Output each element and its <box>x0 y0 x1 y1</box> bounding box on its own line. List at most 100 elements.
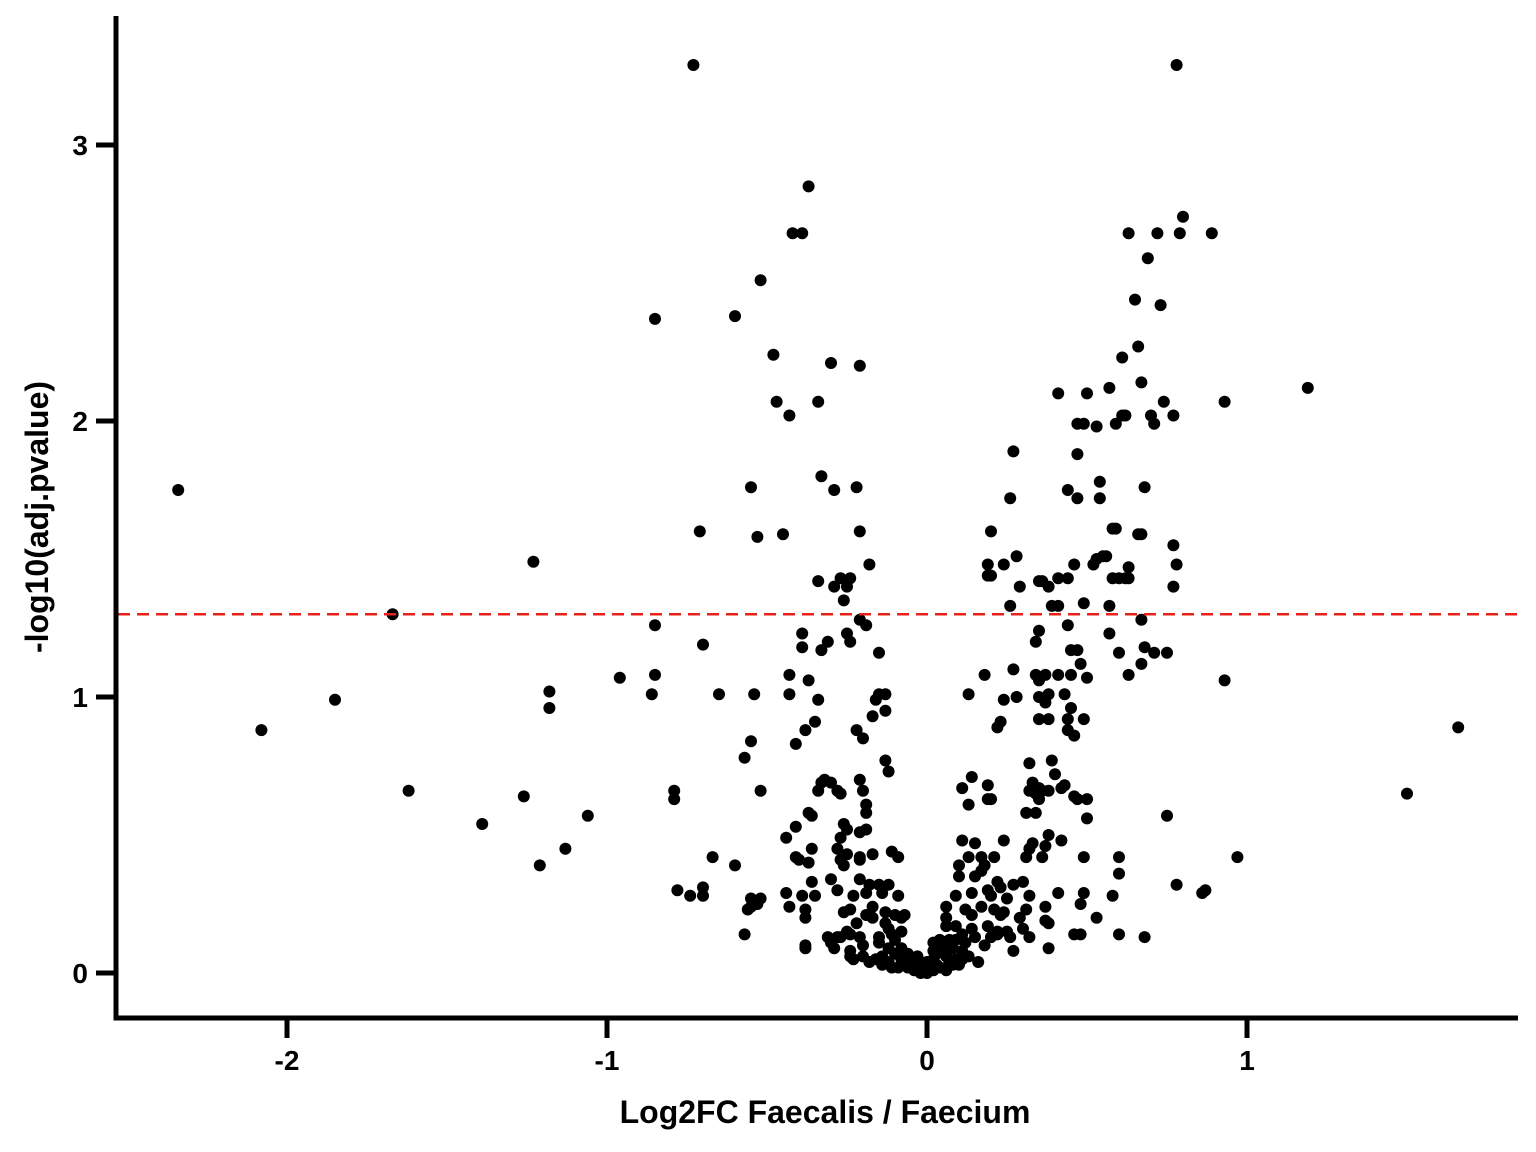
data-point <box>812 784 825 797</box>
data-point <box>1135 376 1148 389</box>
data-point <box>863 956 876 968</box>
data-point <box>1113 928 1125 941</box>
data-point <box>985 889 997 902</box>
data-point <box>1122 561 1135 574</box>
data-point <box>857 732 869 745</box>
data-point <box>1122 572 1135 585</box>
x-axis-ticks: -2 -1 0 1 <box>275 1018 1255 1076</box>
data-point <box>1029 806 1042 819</box>
data-point <box>1103 627 1116 640</box>
data-point <box>649 668 661 681</box>
data-point <box>1087 558 1100 571</box>
data-point <box>697 889 709 902</box>
data-point <box>853 359 866 372</box>
data-point <box>533 859 546 872</box>
data-point <box>1113 867 1125 880</box>
data-point <box>997 693 1010 706</box>
data-point <box>844 635 857 648</box>
data-point <box>876 958 889 971</box>
data-point <box>745 481 757 494</box>
data-point <box>706 851 719 864</box>
data-point <box>1081 387 1093 400</box>
data-point <box>981 779 994 792</box>
data-point <box>329 693 341 706</box>
data-point <box>834 572 847 585</box>
data-point <box>1074 898 1087 910</box>
data-point <box>953 958 965 971</box>
data-point <box>754 274 767 287</box>
data-point <box>978 668 991 681</box>
data-point <box>1052 572 1065 585</box>
data-point <box>1077 851 1090 864</box>
data-point <box>1138 641 1151 654</box>
data-point <box>649 312 661 325</box>
data-point <box>828 942 841 955</box>
data-point <box>857 939 869 952</box>
data-point <box>962 950 975 963</box>
data-point <box>815 470 828 483</box>
data-point <box>1081 793 1093 806</box>
data-point <box>697 638 709 651</box>
data-point <box>853 525 866 538</box>
data-point <box>613 671 626 684</box>
data-point <box>946 942 959 955</box>
x-tick-label: -1 <box>595 1045 620 1076</box>
data-point <box>956 782 969 795</box>
data-point <box>812 395 825 408</box>
data-point <box>1004 492 1017 505</box>
data-point <box>985 525 997 538</box>
data-point <box>809 715 821 728</box>
data-point <box>876 887 889 899</box>
data-point <box>853 873 866 886</box>
data-point <box>1077 887 1090 899</box>
data-point <box>953 870 965 883</box>
data-point <box>985 793 997 806</box>
data-point <box>892 851 905 864</box>
data-point <box>1049 768 1061 781</box>
data-point <box>581 809 594 822</box>
data-point <box>799 903 812 916</box>
data-point <box>783 900 796 913</box>
data-point <box>1119 409 1132 422</box>
data-points <box>172 59 1465 979</box>
data-point <box>799 911 812 924</box>
data-point <box>1058 688 1071 701</box>
data-point <box>1093 492 1106 505</box>
data-point <box>1113 851 1125 864</box>
data-point <box>1071 448 1084 461</box>
data-point <box>1173 227 1186 240</box>
data-point <box>1093 475 1106 488</box>
data-point <box>1205 227 1218 240</box>
data-point <box>1058 779 1071 792</box>
data-point <box>940 911 953 924</box>
data-point <box>866 710 879 723</box>
data-point <box>965 771 978 783</box>
data-point <box>796 889 809 902</box>
data-point <box>1074 657 1087 670</box>
data-point <box>1023 931 1036 944</box>
data-point <box>1029 635 1042 648</box>
data-point <box>1106 889 1119 902</box>
data-point <box>1061 572 1074 585</box>
data-point <box>1007 445 1020 458</box>
data-point <box>965 887 978 899</box>
data-point <box>1023 889 1036 902</box>
data-point <box>1122 668 1135 681</box>
data-point <box>1401 787 1413 800</box>
data-point <box>805 875 818 888</box>
data-point <box>1138 931 1151 944</box>
data-point <box>831 842 844 855</box>
data-point <box>767 348 780 361</box>
data-point <box>1052 887 1065 899</box>
data-point <box>559 842 572 855</box>
data-point <box>841 580 853 593</box>
data-point <box>1129 293 1141 306</box>
data-point <box>1033 674 1045 687</box>
data-point <box>949 889 962 902</box>
data-point <box>1081 671 1093 684</box>
data-point <box>517 790 530 803</box>
data-point <box>866 848 879 861</box>
data-point <box>1132 340 1145 353</box>
data-point <box>1170 59 1183 71</box>
